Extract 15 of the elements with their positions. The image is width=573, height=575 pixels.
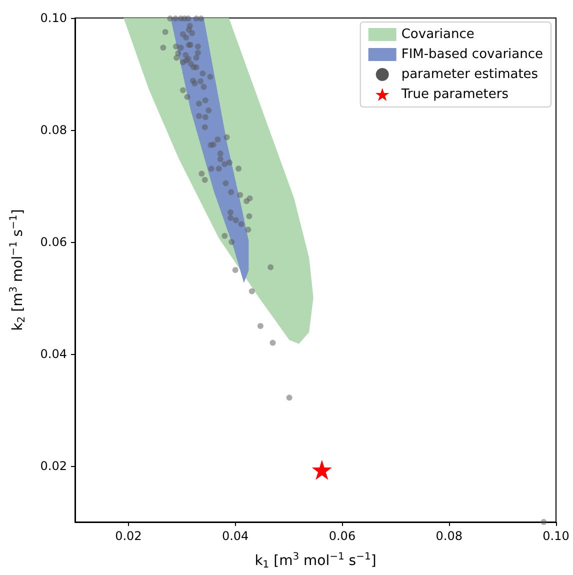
x-tick-label: 0.04 bbox=[222, 529, 249, 543]
y-tick-label: 0.02 bbox=[40, 459, 67, 473]
x-tick-label: 0.08 bbox=[436, 529, 462, 543]
x-tick-label: 0.02 bbox=[115, 529, 142, 543]
y-tick-label: 0.08 bbox=[40, 123, 67, 137]
text: k2 [m3 mol−1 s−1] bbox=[8, 209, 28, 331]
legend-label: Covariance bbox=[401, 27, 474, 42]
x-tick-label: 0.10 bbox=[542, 529, 570, 543]
y-tick-label: 0.04 bbox=[40, 347, 67, 361]
legend-label: parameter estimates bbox=[401, 67, 538, 82]
y-tick-label: 0.06 bbox=[40, 235, 67, 249]
legend-label: True parameters bbox=[400, 87, 509, 102]
legend-label: FIM-based covariance bbox=[401, 47, 544, 62]
x-tick-label: 0.06 bbox=[328, 529, 356, 543]
y-tick-label: 0.10 bbox=[40, 11, 67, 25]
